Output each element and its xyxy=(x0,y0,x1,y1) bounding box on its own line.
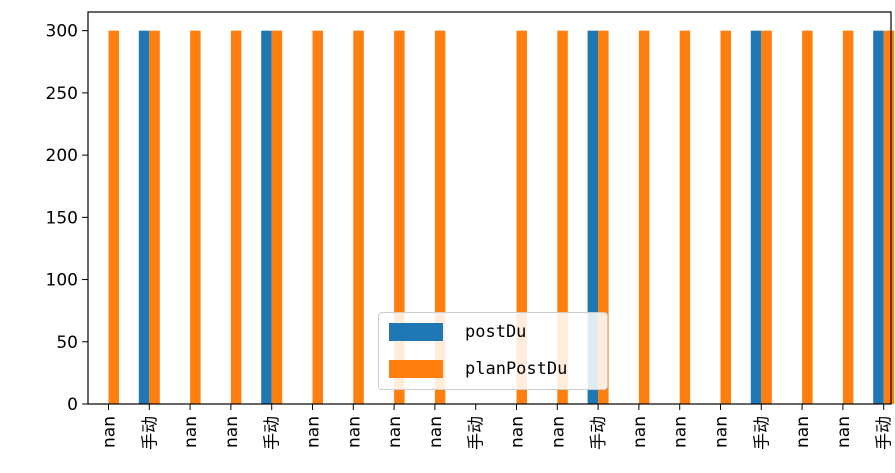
bar-planPostDu-4 xyxy=(271,30,283,405)
x-tick-label-19: 手动 xyxy=(875,416,895,450)
plot-frame xyxy=(87,11,892,405)
x-tick-label-6: nan xyxy=(344,416,364,448)
legend-item-postDu: postDu xyxy=(389,319,526,345)
y-axis: 0 50 100 150 200 250 300 xyxy=(46,22,88,415)
legend-label-postDu: postDu xyxy=(465,322,527,342)
y-tick-label-250: 250 xyxy=(46,84,78,104)
x-tick-label-5: nan xyxy=(304,416,324,448)
x-tick-label-8: nan xyxy=(426,416,446,448)
bars-layer xyxy=(108,30,895,405)
y-tick-label-100: 100 xyxy=(46,271,78,291)
y-tick-label-0: 0 xyxy=(67,395,78,415)
y-tick-label-200: 200 xyxy=(46,146,78,166)
x-tick-label-9: 手动 xyxy=(467,416,487,450)
bar-planPostDu-2 xyxy=(190,30,201,405)
x-tick-label-3: nan xyxy=(222,416,242,448)
y-tick-label-50: 50 xyxy=(56,333,78,353)
bar-planPostDu-1 xyxy=(149,30,160,405)
x-tick-label-17: nan xyxy=(793,416,813,448)
y-tick-label-300: 300 xyxy=(46,22,78,42)
bar-planPostDu-19 xyxy=(883,30,895,405)
x-tick-label-4: 手动 xyxy=(263,416,283,450)
bar-planPostDu-3 xyxy=(230,30,242,405)
x-tick-label-0: nan xyxy=(100,416,120,448)
bar-planPostDu-14 xyxy=(679,30,691,405)
bar-planPostDu-7 xyxy=(394,30,405,405)
legend-swatch-postDu xyxy=(389,323,443,341)
bar-planPostDu-8 xyxy=(434,30,446,405)
x-tick-label-10: nan xyxy=(508,416,528,448)
bar-planPostDu-17 xyxy=(802,30,813,405)
bar-planPostDu-15 xyxy=(720,30,731,405)
y-tick-label-150: 150 xyxy=(46,208,78,228)
bar-planPostDu-18 xyxy=(842,30,854,405)
bar-postDu-19 xyxy=(873,30,884,405)
x-tick-label-15: nan xyxy=(712,416,732,448)
bar-postDu-12 xyxy=(587,30,599,405)
x-tick-label-16: 手动 xyxy=(752,416,772,450)
legend-item-planPostDu: planPostDu xyxy=(389,356,567,382)
bar-planPostDu-10 xyxy=(516,30,527,405)
x-tick-label-13: nan xyxy=(630,416,650,448)
bar-planPostDu-16 xyxy=(761,30,772,405)
x-tick-label-14: nan xyxy=(671,416,691,448)
plot-border xyxy=(87,11,892,405)
x-axis: nan 手动 nan nan 手动 nan nan nan nan 手动 nan nan 手动 nan na… xyxy=(100,404,895,450)
x-tick-label-7: nan xyxy=(385,416,405,448)
legend-swatch-planPostDu xyxy=(389,360,443,378)
bar-planPostDu-12 xyxy=(598,30,609,405)
x-tick-label-11: nan xyxy=(548,416,568,448)
x-tick-label-12: 手动 xyxy=(589,416,609,450)
bar-postDu-16 xyxy=(750,30,762,405)
bar-planPostDu-5 xyxy=(312,30,323,405)
bar-planPostDu-11 xyxy=(557,30,568,405)
legend-label-planPostDu: planPostDu xyxy=(465,359,568,379)
x-tick-label-2: nan xyxy=(181,416,201,448)
legend: postDu planPostDu xyxy=(378,312,608,390)
bar-planPostDu-0 xyxy=(108,30,119,405)
x-tick-label-18: nan xyxy=(834,416,854,448)
bar-planPostDu-6 xyxy=(353,30,364,405)
bar-postDu-1 xyxy=(138,30,150,405)
bar-postDu-4 xyxy=(261,30,272,405)
bar-planPostDu-13 xyxy=(638,30,650,405)
x-tick-label-1: 手动 xyxy=(140,416,160,450)
